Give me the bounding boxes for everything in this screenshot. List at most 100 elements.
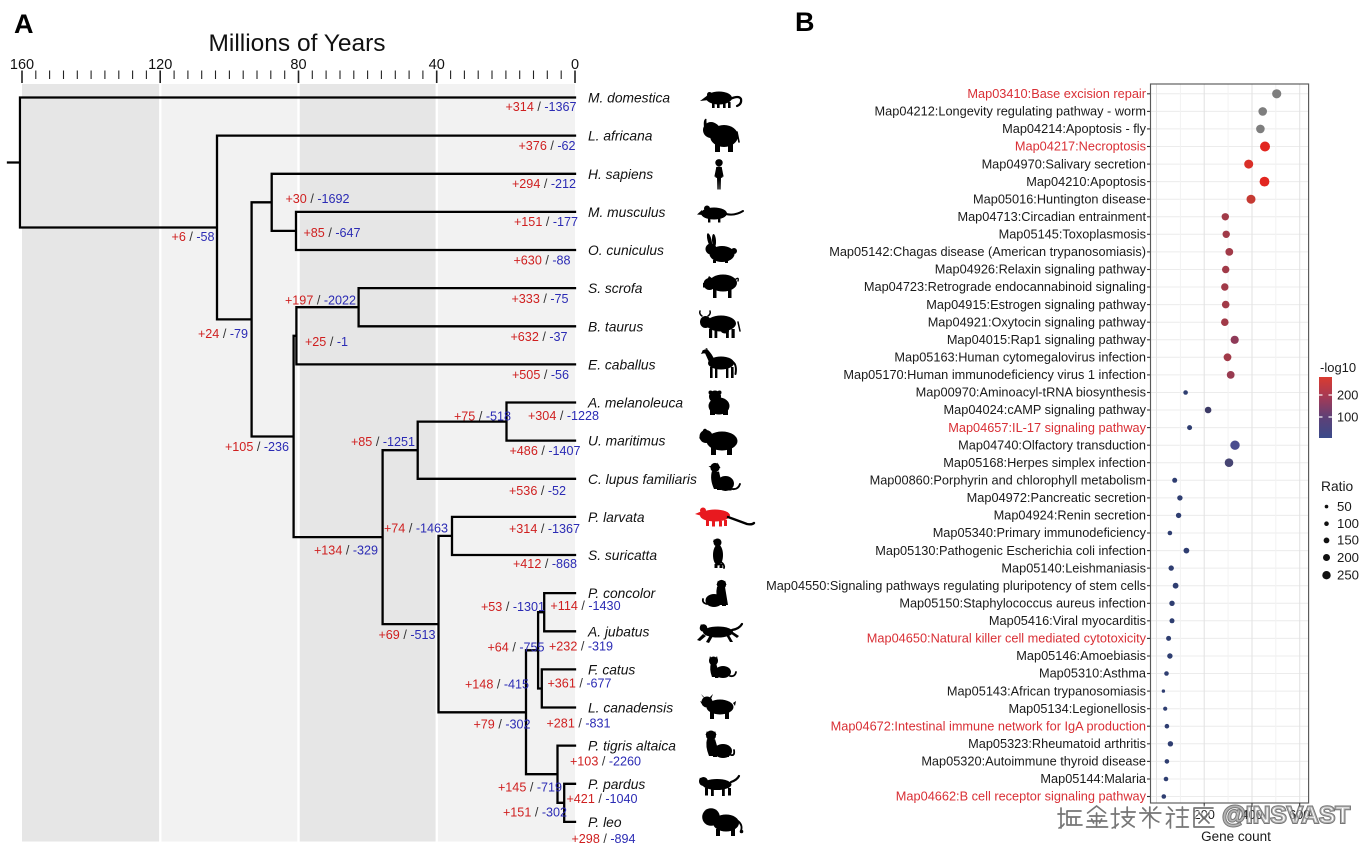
svg-text:+197 / -2022: +197 / -2022 <box>285 294 356 308</box>
svg-text:O. cuniculus: O. cuniculus <box>588 243 664 258</box>
svg-text:+151 / -177: +151 / -177 <box>514 215 578 229</box>
svg-text:P. larvata: P. larvata <box>588 510 645 525</box>
svg-text:600: 600 <box>1289 807 1310 822</box>
svg-text:+505 / -56: +505 / -56 <box>512 368 569 382</box>
svg-text:250: 250 <box>1337 568 1359 583</box>
svg-text:0: 0 <box>571 57 579 73</box>
svg-text:Map05170:Human immunodeficienc: Map05170:Human immunodeficiency virus 1 … <box>843 367 1146 382</box>
svg-text:120: 120 <box>148 57 172 73</box>
svg-text:+85 / -1251: +85 / -1251 <box>351 435 415 449</box>
svg-text:Map05150:Staphylococcus aureus: Map05150:Staphylococcus aureus infection <box>899 596 1146 611</box>
svg-text:Map04650:Natural killer cell m: Map04650:Natural killer cell mediated cy… <box>867 631 1147 646</box>
svg-text:+412 / -868: +412 / -868 <box>513 557 577 571</box>
svg-text:Map05143:African trypanosomias: Map05143:African trypanosomiasis <box>947 683 1146 698</box>
svg-text:L. canadensis: L. canadensis <box>588 701 673 716</box>
svg-text:Map05310:Asthma: Map05310:Asthma <box>1039 666 1147 681</box>
svg-text:Map04921:Oxytocin signaling pa: Map04921:Oxytocin signaling pathway <box>928 314 1147 329</box>
svg-text:Map04672:Intestinal immune net: Map04672:Intestinal immune network for I… <box>831 718 1146 733</box>
svg-text:Map04024:cAMP signaling pathwa: Map04024:cAMP signaling pathway <box>944 402 1147 417</box>
svg-text:+105 / -236: +105 / -236 <box>225 440 289 454</box>
svg-text:Map05163:Human cytomegalovirus: Map05163:Human cytomegalovirus infection <box>894 350 1146 365</box>
svg-text:+75 / -518: +75 / -518 <box>454 410 511 424</box>
svg-text:Map05016:Huntington disease: Map05016:Huntington disease <box>973 191 1146 206</box>
svg-text:+53 / -1301: +53 / -1301 <box>481 600 545 614</box>
svg-text:C. lupus familiaris: C. lupus familiaris <box>588 472 697 487</box>
svg-text:+361 / -677: +361 / -677 <box>547 677 611 691</box>
svg-text:+630 / -88: +630 / -88 <box>513 254 570 268</box>
svg-text:P. leo: P. leo <box>588 815 622 830</box>
svg-text:A. jubatus: A. jubatus <box>587 624 649 639</box>
svg-text:Millions of Years: Millions of Years <box>208 30 385 57</box>
svg-text:Map05168:Herpes simplex infect: Map05168:Herpes simplex infection <box>943 455 1146 470</box>
svg-text:Map05130:Pathogenic Escherichi: Map05130:Pathogenic Escherichia coli inf… <box>875 543 1146 558</box>
svg-text:+64 / -755: +64 / -755 <box>487 641 544 655</box>
svg-text:+6 / -58: +6 / -58 <box>171 230 214 244</box>
svg-text:Map04214:Apoptosis - fly: Map04214:Apoptosis - fly <box>1002 121 1146 136</box>
svg-text:Map03410:Base excision repair: Map03410:Base excision repair <box>967 86 1146 101</box>
svg-text:P. tigris altaica: P. tigris altaica <box>588 739 676 754</box>
svg-text:S. suricatta: S. suricatta <box>588 548 657 563</box>
svg-text:Map05142:Chagas disease (Ameri: Map05142:Chagas disease (American trypan… <box>829 244 1146 259</box>
svg-text:Map04924:Renin secretion: Map04924:Renin secretion <box>994 508 1146 523</box>
svg-text:Map04740:Olfactory transductio: Map04740:Olfactory transduction <box>958 437 1146 452</box>
svg-text:+25 / -1: +25 / -1 <box>305 335 348 349</box>
svg-text:Map04926:Relaxin signaling pat: Map04926:Relaxin signaling pathway <box>935 262 1147 277</box>
svg-text:Ratio: Ratio <box>1321 479 1354 494</box>
svg-text:+79 / -302: +79 / -302 <box>473 718 530 732</box>
svg-text:Map05340:Primary immunodeficie: Map05340:Primary immunodeficiency <box>933 525 1147 540</box>
svg-text:Map04217:Necroptosis: Map04217:Necroptosis <box>1015 139 1146 154</box>
svg-text:Map04212:Longevity regulating: Map04212:Longevity regulating pathway - … <box>875 104 1146 119</box>
svg-text:+103 / -2260: +103 / -2260 <box>570 755 641 769</box>
svg-text:+421 / -1040: +421 / -1040 <box>566 792 637 806</box>
svg-text:Map00860:Porphyrin and chlorop: Map00860:Porphyrin and chlorophyll metab… <box>870 473 1146 488</box>
svg-text:400: 400 <box>1241 807 1262 822</box>
svg-text:150: 150 <box>1337 533 1359 548</box>
svg-text:+145 / -719: +145 / -719 <box>498 781 562 795</box>
svg-text:Map05146:Amoebiasis: Map05146:Amoebiasis <box>1016 648 1146 663</box>
svg-text:P. pardus: P. pardus <box>588 777 645 792</box>
svg-text:Map04915:Estrogen signaling pa: Map04915:Estrogen signaling pathway <box>926 297 1146 312</box>
svg-text:M. musculus: M. musculus <box>588 205 666 220</box>
svg-text:+333 / -75: +333 / -75 <box>511 292 568 306</box>
svg-text:Map05134:Legionellosis: Map05134:Legionellosis <box>1008 701 1146 716</box>
svg-text:@INSVAST: @INSVAST <box>1222 802 1350 829</box>
svg-text:100: 100 <box>1337 516 1359 531</box>
svg-text:Map04657:IL-17 signaling pathw: Map04657:IL-17 signaling pathway <box>948 420 1146 435</box>
svg-text:Map04210:Apoptosis: Map04210:Apoptosis <box>1026 174 1146 189</box>
svg-text:Map05140:Leishmaniasis: Map05140:Leishmaniasis <box>1001 560 1146 575</box>
svg-text:P. concolor: P. concolor <box>588 586 657 601</box>
svg-text:+281 / -831: +281 / -831 <box>546 717 610 731</box>
svg-text:H. sapiens: H. sapiens <box>588 167 653 182</box>
svg-text:B: B <box>795 7 815 37</box>
svg-text:200: 200 <box>1337 388 1358 403</box>
svg-text:Map04970:Salivary secretion: Map04970:Salivary secretion <box>982 156 1146 171</box>
svg-text:-log10: -log10 <box>1320 360 1356 375</box>
svg-text:+85 / -647: +85 / -647 <box>303 226 360 240</box>
svg-text:+536 / -52: +536 / -52 <box>509 484 566 498</box>
svg-text:+376 / -62: +376 / -62 <box>518 139 575 153</box>
svg-text:+151 / -302: +151 / -302 <box>503 806 567 820</box>
svg-text:+294 / -212: +294 / -212 <box>512 177 576 191</box>
svg-text:+232 / -319: +232 / -319 <box>549 640 613 654</box>
svg-text:+134 / -329: +134 / -329 <box>314 544 378 558</box>
svg-text:Map04662:B cell receptor signa: Map04662:B cell receptor signaling pathw… <box>896 789 1147 804</box>
svg-text:L. africana: L. africana <box>588 129 653 144</box>
svg-text:Gene count: Gene count <box>1201 829 1271 844</box>
svg-text:Map04713:Circadian entrainment: Map04713:Circadian entrainment <box>957 209 1146 224</box>
svg-text:Map04972:Pancreatic secretion: Map04972:Pancreatic secretion <box>967 490 1146 505</box>
svg-text:+298 / -894: +298 / -894 <box>571 832 635 846</box>
svg-text:+69 / -513: +69 / -513 <box>378 628 435 642</box>
svg-text:40: 40 <box>429 57 445 73</box>
svg-text:A: A <box>14 9 34 39</box>
svg-text:A. melanoleuca: A. melanoleuca <box>587 396 683 411</box>
svg-text:S. scrofa: S. scrofa <box>588 281 643 296</box>
svg-text:Map05145:Toxoplasmosis: Map05145:Toxoplasmosis <box>999 227 1146 242</box>
svg-text:Map00970:Aminoacyl-tRNA biosyn: Map00970:Aminoacyl-tRNA biosynthesis <box>916 385 1146 400</box>
svg-text:200: 200 <box>1337 550 1359 565</box>
svg-text:Map05416:Viral myocarditis: Map05416:Viral myocarditis <box>989 613 1146 628</box>
svg-text:Map04723:Retrograde endocannab: Map04723:Retrograde endocannabinoid sign… <box>864 279 1146 294</box>
svg-text:160: 160 <box>10 57 34 73</box>
svg-text:50: 50 <box>1337 499 1352 514</box>
svg-text:80: 80 <box>290 57 306 73</box>
svg-text:+74 / -1463: +74 / -1463 <box>384 522 448 536</box>
